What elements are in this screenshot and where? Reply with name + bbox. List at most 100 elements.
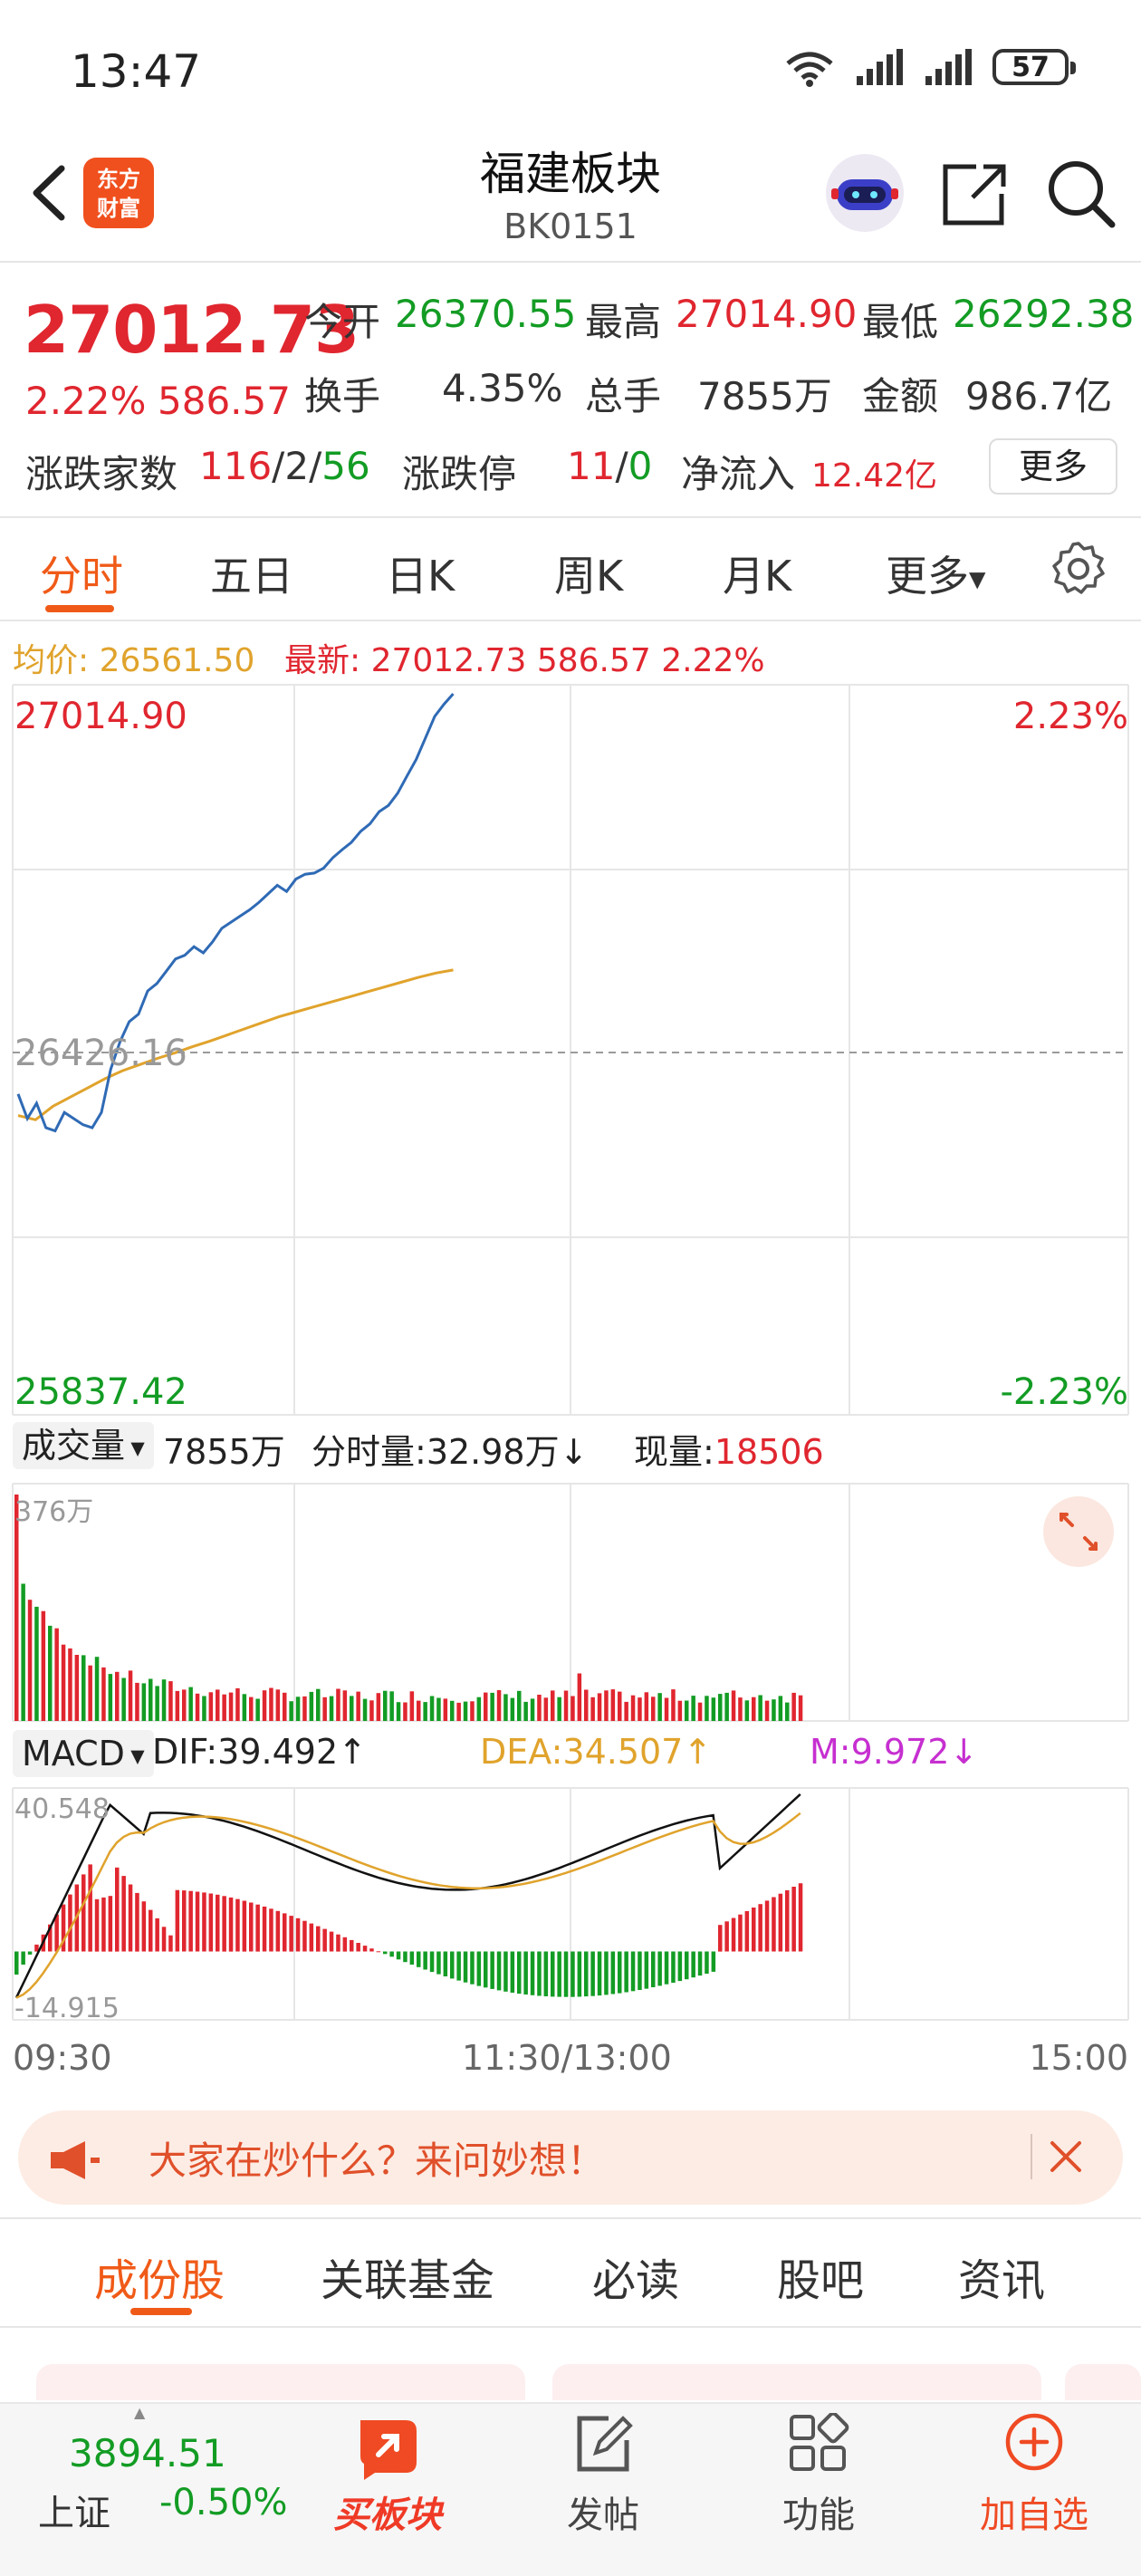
- ai-banner[interactable]: [18, 2110, 1123, 2205]
- macd-bar: [269, 1908, 273, 1952]
- volume-bar: [543, 1697, 549, 1721]
- macd-bar: [711, 1951, 716, 1972]
- add-watchlist-label[interactable]: 加自选: [980, 2494, 1088, 2536]
- assistant-robot-icon[interactable]: [826, 154, 904, 232]
- search-icon[interactable]: [1045, 158, 1117, 230]
- caret-down-icon: ▼: [969, 566, 986, 592]
- index-value[interactable]: 3894.51: [69, 2431, 226, 2475]
- tab-weekly-k[interactable]: 周K: [554, 552, 624, 601]
- volume-bar: [255, 1698, 260, 1721]
- macd-bar: [610, 1951, 616, 1994]
- macd-bar: [490, 1951, 494, 1989]
- volume-bar: [597, 1693, 602, 1721]
- macd-bar: [403, 1951, 408, 1963]
- buy-board-icon[interactable]: [348, 2413, 429, 2484]
- macd-bar: [316, 1926, 321, 1952]
- dea-value: DEA:34.507↑: [480, 1732, 712, 1772]
- macd-bar: [456, 1951, 461, 1981]
- volume-selector-label: 成交量: [22, 1426, 126, 1466]
- dif-arrow: ↑: [338, 1732, 367, 1772]
- intraday-chart[interactable]: [0, 670, 1141, 2092]
- macd-bar: [295, 1918, 301, 1952]
- tab-forum[interactable]: 股吧: [777, 2255, 865, 2306]
- macd-bar: [262, 1906, 267, 1952]
- close-icon[interactable]: [1049, 2139, 1083, 2174]
- macd-bar: [409, 1951, 415, 1965]
- volume-bar: [563, 1690, 569, 1721]
- minute-volume-arrow: ↓: [559, 1432, 589, 1472]
- volume-bar: [101, 1667, 106, 1721]
- volume-bar: [443, 1698, 448, 1721]
- now-volume-label: 现量:: [634, 1432, 714, 1472]
- macd-bar: [342, 1937, 348, 1952]
- tab-related-funds[interactable]: 关联基金: [321, 2255, 495, 2306]
- macd-bar: [108, 1896, 113, 1952]
- macd-bar: [216, 1894, 220, 1952]
- limit-counts: 11/0: [567, 444, 653, 488]
- chart-top-price: 27014.90: [14, 696, 187, 737]
- volume-bar: [168, 1681, 173, 1721]
- chart-mid-price: 26426.16: [14, 1033, 187, 1074]
- limit-label: 涨跌停: [402, 452, 517, 496]
- add-watchlist-icon[interactable]: [1003, 2411, 1065, 2473]
- volume-bar: [389, 1691, 394, 1721]
- macd-bar: [222, 1896, 226, 1952]
- macd-bar: [128, 1884, 133, 1952]
- stock-card[interactable]: [36, 2364, 525, 2400]
- logo-line-1: 东方: [97, 167, 140, 192]
- edit-post-icon[interactable]: [572, 2413, 634, 2475]
- status-icons: 57: [782, 47, 1076, 87]
- macd-bar: [503, 1951, 508, 1992]
- gear-icon[interactable]: [1049, 540, 1108, 600]
- volume-bar: [202, 1696, 206, 1721]
- tab-news[interactable]: 资讯: [958, 2255, 1046, 2306]
- macd-bar: [255, 1904, 260, 1952]
- volume-selector[interactable]: 成交量 ▼: [13, 1422, 154, 1469]
- signal-icon-2: [925, 49, 972, 85]
- buy-board-label[interactable]: 买板块: [333, 2494, 442, 2536]
- status-time: 13:47: [71, 45, 202, 98]
- content-tab-underline: [130, 2308, 192, 2315]
- macd-bar: [235, 1898, 240, 1952]
- volume-bar: [731, 1690, 736, 1721]
- tab-monthly-k[interactable]: 月K: [723, 552, 792, 601]
- macd-bar: [94, 1898, 100, 1952]
- volume-bar: [758, 1695, 762, 1721]
- index-name[interactable]: 上证: [38, 2493, 110, 2534]
- macd-bar: [21, 1951, 25, 1965]
- macd-bar: [168, 1935, 173, 1952]
- volume-bar: [283, 1692, 287, 1721]
- tab-must-read[interactable]: 必读: [592, 2255, 680, 2306]
- volume-bar: [269, 1687, 273, 1721]
- volume-bar: [685, 1700, 689, 1721]
- back-arrow-icon[interactable]: [24, 161, 78, 225]
- tab-intraday[interactable]: 分时: [40, 552, 123, 601]
- tab-constituents[interactable]: 成份股: [94, 2255, 225, 2306]
- tab-daily-k[interactable]: 日K: [386, 552, 455, 601]
- macd-bar: [738, 1914, 743, 1952]
- volume-bar: [718, 1694, 723, 1721]
- macd-bar: [54, 1914, 59, 1952]
- share-icon[interactable]: [940, 159, 1009, 228]
- macd-bar: [551, 1951, 555, 1997]
- macd-bar: [141, 1901, 147, 1952]
- more-button[interactable]: 更多: [989, 438, 1117, 495]
- macd-bar: [778, 1893, 783, 1952]
- macd-selector[interactable]: MACD ▼: [13, 1730, 154, 1777]
- tab-more[interactable]: 更多▼: [886, 543, 985, 603]
- expand-button[interactable]: [1043, 1496, 1114, 1567]
- macd-histogram: [14, 1864, 803, 1997]
- volume-bar: [705, 1696, 709, 1721]
- banner-text[interactable]: 大家在炒什么？来问妙想！: [149, 2139, 606, 2183]
- index-change[interactable]: -0.50%: [159, 2482, 288, 2523]
- down-count: 56: [321, 444, 370, 488]
- function-grid-icon[interactable]: [788, 2413, 849, 2475]
- stock-card[interactable]: [1065, 2364, 1141, 2400]
- stock-card[interactable]: [552, 2364, 1041, 2400]
- macd-bar: [249, 1902, 254, 1952]
- tab-five-day[interactable]: 五日: [210, 552, 293, 601]
- post-label[interactable]: 发帖: [567, 2494, 639, 2536]
- macd-bar: [630, 1951, 636, 1992]
- function-label[interactable]: 功能: [782, 2494, 855, 2536]
- macd-bar: [383, 1951, 388, 1955]
